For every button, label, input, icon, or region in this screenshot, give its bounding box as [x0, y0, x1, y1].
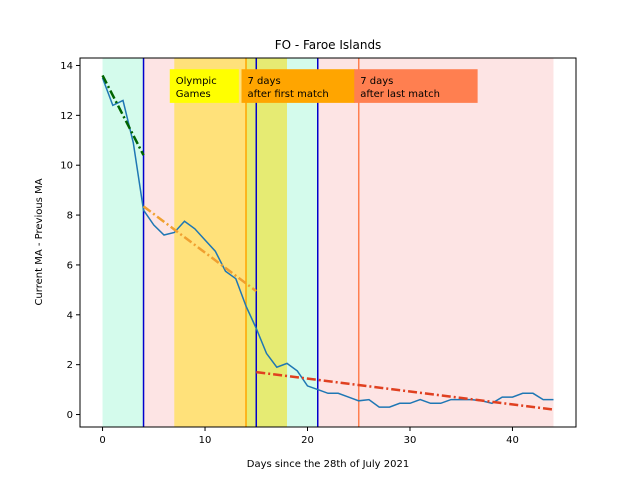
data-point: [225, 270, 227, 272]
y-axis-ticks: 0 2 4 6 8 10 12 14: [60, 61, 80, 421]
annotation-box: [354, 69, 478, 103]
x-axis-ticks: 0 10 20 30 40: [99, 427, 519, 446]
data-point: [132, 142, 134, 144]
data-point: [430, 403, 432, 405]
band-3: [317, 58, 554, 427]
data-point: [317, 389, 319, 391]
y-tick-label: 2: [67, 360, 73, 371]
x-tick-label: 10: [199, 435, 212, 446]
vertical-markers: [142, 58, 360, 427]
y-tick-label: 10: [60, 161, 73, 172]
trend-line-2: [256, 370, 554, 411]
data-point: [440, 403, 442, 405]
y-tick-label: 0: [67, 410, 73, 421]
data-point: [266, 353, 268, 355]
data-point: [286, 363, 288, 365]
band-5: [246, 58, 288, 427]
data-point: [358, 400, 360, 402]
annotation-0: Olympic Games: [169, 69, 239, 103]
annotation-text: after first match: [248, 89, 329, 100]
data-point: [245, 305, 247, 307]
data-point: [389, 406, 391, 408]
data-point: [214, 250, 216, 252]
annotation-text: 7 days: [248, 76, 281, 87]
trend-lines: [101, 74, 554, 411]
x-tick-label: 0: [99, 435, 105, 446]
data-point: [419, 399, 421, 401]
x-tick-label: 30: [404, 435, 417, 446]
data-point: [163, 234, 165, 236]
data-point: [378, 406, 380, 408]
data-point: [255, 328, 257, 330]
y-tick-label: 12: [60, 111, 73, 122]
annotation-text: after last match: [360, 89, 440, 100]
data-point: [532, 393, 534, 395]
data-point: [542, 399, 544, 401]
data-point: [337, 393, 339, 395]
band-0: [102, 58, 144, 427]
annotation-text: Games: [176, 89, 211, 100]
annotation-text: Olympic: [176, 76, 217, 87]
chart-title: FO - Faroe Islands: [275, 38, 382, 52]
data-point: [553, 399, 555, 401]
data-point: [122, 100, 124, 102]
annotation-text: 7 days: [360, 76, 393, 87]
annotation-box: [241, 69, 355, 103]
y-tick-label: 8: [67, 211, 73, 222]
annotation-1: 7 days after first match: [241, 69, 355, 103]
data-point: [173, 232, 175, 234]
plot-frame: [79, 57, 577, 428]
trend-line-1: [142, 205, 258, 293]
data-point: [143, 209, 145, 211]
y-axis-label: Current MA - Previous MA: [34, 178, 45, 305]
x-tick-label: 40: [506, 435, 519, 446]
band-4: [174, 58, 247, 427]
data-point: [194, 228, 196, 230]
data-point: [276, 366, 278, 368]
background-bands: [102, 58, 554, 427]
annotation-box: [169, 69, 239, 103]
data-point: [184, 221, 186, 223]
data-point: [409, 403, 411, 405]
data-point: [348, 396, 350, 398]
data-point: [204, 239, 206, 241]
y-tick-label: 14: [60, 61, 73, 72]
trend-line-0: [101, 74, 145, 156]
data-point: [399, 403, 401, 405]
data-point: [153, 224, 155, 226]
x-axis-label: Days since the 28th of July 2021: [247, 459, 409, 470]
data-point: [296, 370, 298, 372]
data-point: [112, 105, 114, 107]
data-point: [512, 396, 514, 398]
data-point: [522, 393, 524, 395]
annotation-2: 7 days after last match: [354, 69, 478, 103]
y-tick-label: 4: [67, 310, 73, 321]
data-point: [450, 399, 452, 401]
data-point: [307, 385, 309, 387]
x-tick-label: 20: [301, 435, 314, 446]
y-tick-label: 6: [67, 260, 73, 271]
data-point: [327, 393, 329, 395]
data-point: [501, 396, 503, 398]
data-point: [368, 399, 370, 401]
data-point: [235, 278, 237, 280]
